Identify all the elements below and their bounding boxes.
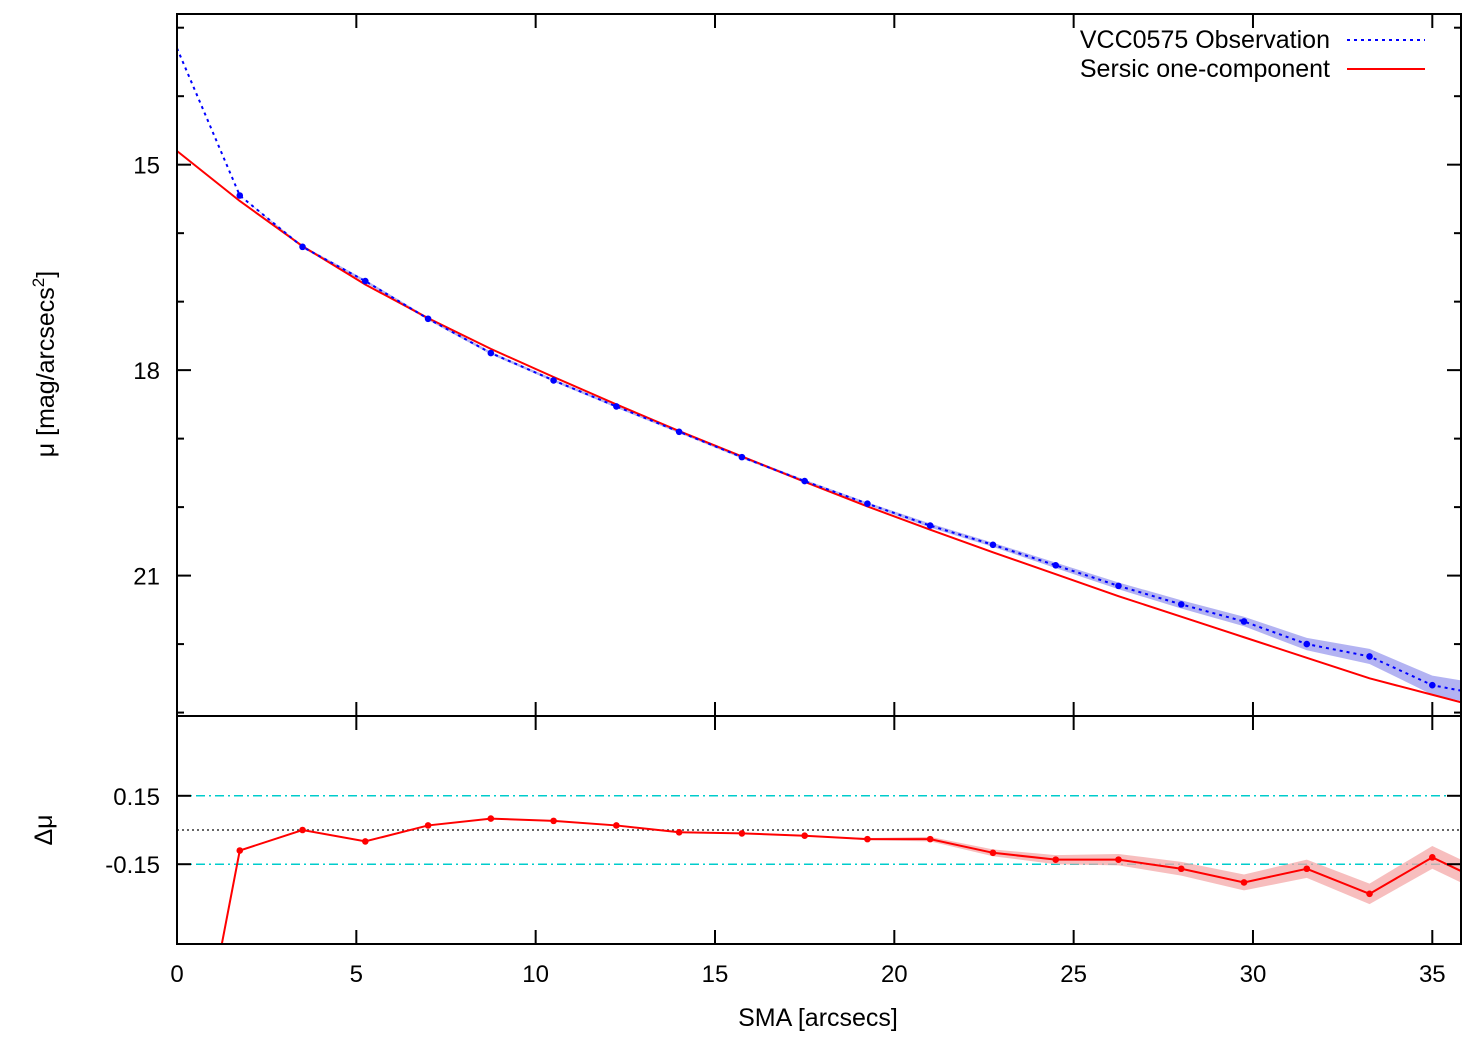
observation-point (236, 192, 244, 199)
residual-point (1177, 865, 1185, 873)
observation-point (675, 428, 683, 436)
x-tick-label: 5 (350, 961, 363, 988)
residual-line (220, 817, 1461, 944)
residual-point (613, 822, 620, 829)
x-tick-labels: 0 5 10 15 20 25 30 35 (170, 961, 1445, 988)
residual-point (675, 828, 683, 836)
observation-point (989, 541, 997, 549)
residual-point (738, 830, 746, 837)
residual-point (361, 838, 369, 845)
observation-point (613, 403, 620, 410)
bottom-y-tick-label: 0.15 (113, 784, 160, 811)
top-error-bands (177, 48, 1461, 701)
bottom-axis-ticks (176, 716, 1461, 944)
observation-error-band (177, 48, 1461, 701)
observation-point (1177, 601, 1185, 608)
sersic-model-line (177, 150, 1461, 704)
x-tick-label: 25 (1060, 961, 1087, 988)
bottom-y-tick-labels: 0.15 -0.15 (105, 784, 160, 879)
residual-data-points (236, 815, 1436, 898)
residual-point (864, 835, 871, 843)
observation-point (299, 243, 306, 251)
residual-point (487, 815, 495, 822)
residual-point (1303, 865, 1311, 873)
top-data-points (236, 192, 1436, 689)
bottom-y-tick-label: -0.15 (105, 852, 160, 879)
surface-brightness-panel: 15 18 21 μ [mag/arcsecs2] VCC0575 Observat… (29, 13, 1462, 717)
residual-panel: 0.15 -0.15 0 5 10 15 20 25 30 35 Δμ SMA [arcsecs… (30, 715, 1462, 1032)
observation-point (424, 315, 432, 323)
residual-point (1052, 856, 1060, 863)
top-series-lines (177, 47, 1461, 704)
observation-point (487, 349, 495, 357)
x-tick-label: 15 (702, 961, 729, 988)
observation-point (1366, 653, 1373, 660)
legend: VCC0575 Observation Sersic one-component (1080, 26, 1425, 83)
observation-point (1303, 640, 1311, 648)
top-y-tick-label: 18 (133, 358, 160, 385)
residual-point (1115, 856, 1122, 863)
residual-point (801, 832, 808, 839)
observation-point (550, 377, 557, 384)
residual-point (550, 817, 557, 825)
legend-label-sersic: Sersic one-component (1080, 55, 1330, 83)
observation-point (1240, 618, 1248, 625)
x-tick-label: 35 (1419, 961, 1446, 988)
observation-point (1429, 681, 1436, 689)
top-plot-frame (176, 13, 1462, 717)
residual-point (926, 835, 934, 843)
observation-point (1052, 562, 1060, 569)
bottom-y-axis-title: Δμ (30, 814, 58, 845)
x-tick-label: 10 (522, 961, 549, 988)
x-tick-label: 20 (881, 961, 908, 988)
top-y-tick-labels: 15 18 21 (133, 153, 160, 591)
observation-point (926, 522, 934, 529)
observation-point (361, 277, 369, 285)
residual-point (989, 849, 997, 857)
observation-point (738, 453, 746, 461)
residual-point (1240, 879, 1248, 886)
residual-point (424, 822, 432, 829)
legend-label-observation: VCC0575 Observation (1080, 26, 1330, 54)
x-tick-label: 30 (1240, 961, 1267, 988)
residual-reference-lines (177, 795, 1461, 865)
top-y-axis-title-superscript: 2 (29, 278, 48, 287)
residual-point (236, 847, 244, 854)
top-y-axis-title-main: μ [mag/arcsecs (32, 287, 60, 457)
top-y-axis-title-tail: ] (32, 271, 60, 278)
residual-error-band (221, 818, 1461, 944)
x-axis-title: SMA [arcsecs] (738, 1004, 898, 1032)
observation-point (801, 477, 808, 485)
top-y-tick-label: 21 (133, 564, 160, 591)
residual-point (1366, 890, 1373, 898)
top-y-tick-label: 15 (133, 153, 160, 180)
observation-point (864, 500, 871, 507)
top-axis-ticks (176, 14, 1461, 716)
bottom-plot-frame (176, 715, 1462, 945)
residual-error-band-area (221, 818, 1461, 944)
x-tick-label: 0 (170, 961, 183, 988)
residual-point (299, 826, 306, 834)
observation-line (177, 47, 1461, 692)
observation-point (1115, 582, 1122, 590)
top-y-axis-title: μ [mag/arcsecs2] (29, 271, 60, 457)
residual-series-line (220, 817, 1461, 944)
residual-point (1429, 854, 1436, 861)
